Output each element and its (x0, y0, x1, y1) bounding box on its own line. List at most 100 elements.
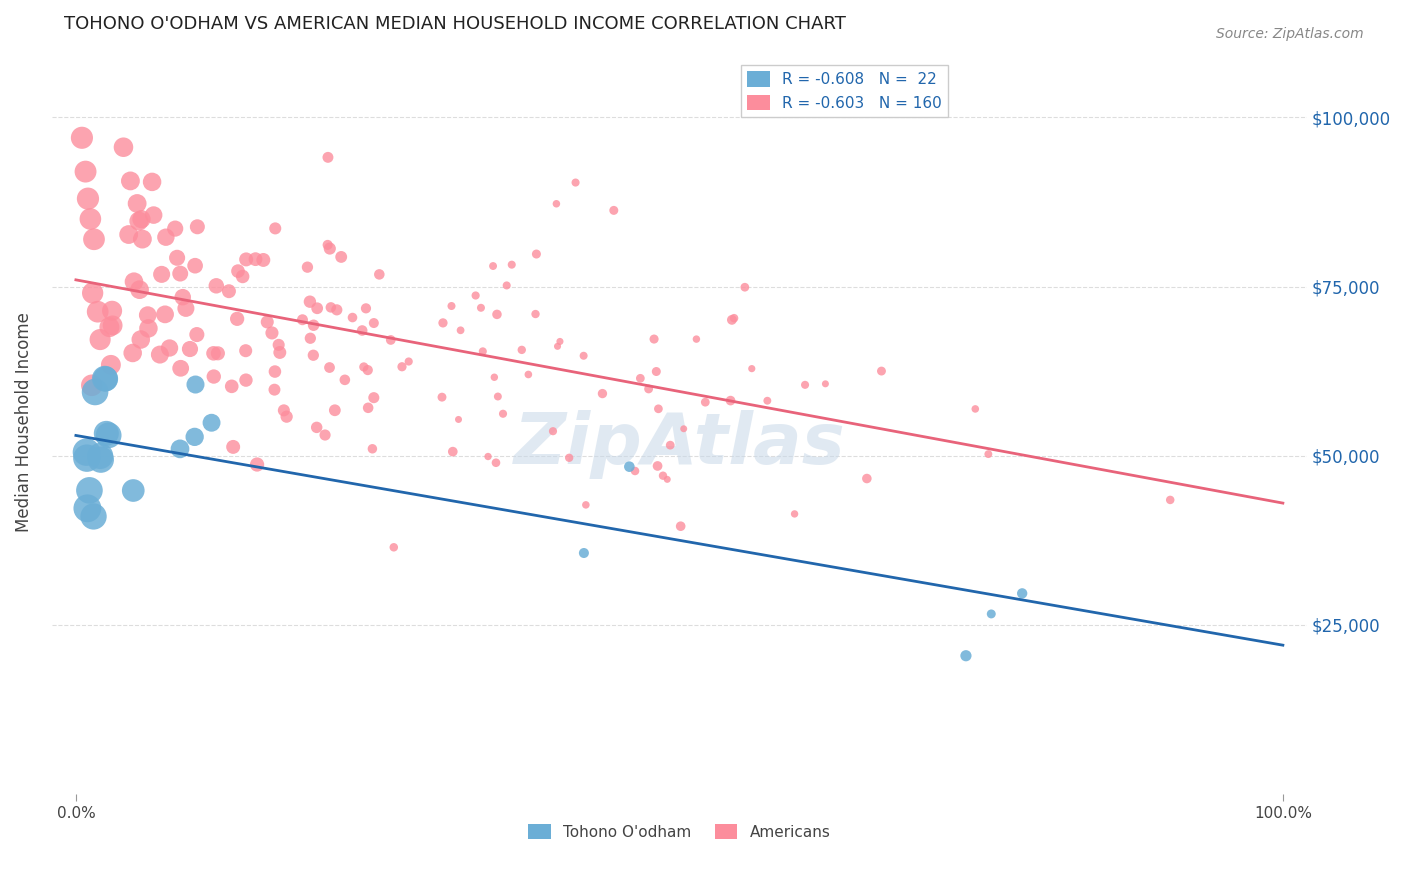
Point (291, 312, 314, 326)
Point (245, 252, 267, 267)
Point (83, 232, 105, 246)
Point (226, 311, 249, 326)
Point (174, 301, 197, 316)
Y-axis label: Median Household Income: Median Household Income (15, 312, 32, 532)
Point (149, 348, 172, 362)
Point (128, 283, 150, 297)
Point (221, 379, 243, 393)
Point (357, 401, 380, 415)
Point (572, 349, 595, 363)
Point (1011, 586, 1033, 600)
Point (647, 458, 669, 473)
Point (637, 382, 659, 396)
Point (363, 316, 385, 330)
Point (484, 370, 506, 384)
Point (222, 440, 245, 454)
Point (297, 260, 319, 275)
Point (624, 464, 647, 478)
Point (319, 301, 342, 315)
Point (524, 307, 547, 321)
Point (783, 507, 806, 521)
Point (205, 278, 228, 293)
Point (354, 301, 377, 316)
Point (186, 327, 208, 342)
Point (619, 459, 641, 474)
Point (447, 412, 470, 426)
Point (471, 344, 494, 359)
Point (207, 346, 229, 360)
Point (84, 384, 107, 399)
Point (319, 242, 342, 256)
Point (79, 211, 101, 226)
Point (76, 451, 98, 466)
Point (83, 509, 105, 524)
Point (720, 393, 742, 408)
Point (112, 140, 135, 154)
Point (980, 607, 1002, 621)
Point (510, 343, 533, 357)
Point (169, 442, 191, 456)
Point (645, 364, 668, 378)
Point (120, 174, 142, 188)
Point (643, 332, 665, 346)
Point (482, 259, 505, 273)
Point (166, 251, 188, 265)
Point (541, 424, 564, 438)
Point (235, 343, 257, 358)
Point (80, 378, 103, 392)
Text: ZipAtlas: ZipAtlas (513, 409, 845, 479)
Point (695, 395, 717, 409)
Point (101, 303, 124, 318)
Point (391, 359, 413, 374)
Point (603, 203, 626, 218)
Point (659, 438, 682, 452)
Point (721, 313, 744, 327)
Point (122, 275, 145, 289)
Point (128, 214, 150, 228)
Point (977, 447, 1000, 461)
Point (333, 373, 356, 387)
Point (564, 176, 586, 190)
Point (316, 238, 339, 252)
Point (202, 369, 225, 384)
Point (734, 280, 756, 294)
Point (305, 420, 328, 434)
Point (129, 333, 152, 347)
Point (246, 458, 269, 472)
Text: Source: ZipAtlas.com: Source: ZipAtlas.com (1216, 27, 1364, 41)
Point (398, 354, 420, 368)
Point (330, 250, 353, 264)
Point (136, 308, 159, 322)
Point (70, 130, 93, 145)
Point (263, 383, 285, 397)
Point (118, 227, 141, 242)
Point (485, 307, 508, 321)
Point (485, 456, 508, 470)
Point (260, 326, 283, 340)
Point (122, 483, 145, 498)
Point (314, 428, 336, 442)
Point (97, 428, 120, 442)
Point (131, 232, 153, 246)
Point (200, 416, 222, 430)
Point (202, 346, 225, 360)
Point (96, 426, 118, 441)
Point (232, 269, 254, 284)
Point (470, 301, 492, 315)
Point (547, 339, 569, 353)
Point (94, 372, 117, 386)
Point (172, 290, 194, 304)
Point (870, 364, 893, 378)
Point (814, 376, 837, 391)
Point (138, 321, 160, 335)
Point (169, 267, 191, 281)
Point (256, 315, 278, 329)
Text: TOHONO O'ODHAM VS AMERICAN MEDIAN HOUSEHOLD INCOME CORRELATION CHART: TOHONO O'ODHAM VS AMERICAN MEDIAN HOUSEH… (65, 15, 846, 33)
Point (955, 648, 977, 663)
Point (302, 318, 325, 333)
Point (380, 333, 402, 347)
Point (382, 541, 405, 555)
Point (299, 331, 322, 345)
Point (357, 363, 380, 377)
Point (82, 285, 104, 300)
